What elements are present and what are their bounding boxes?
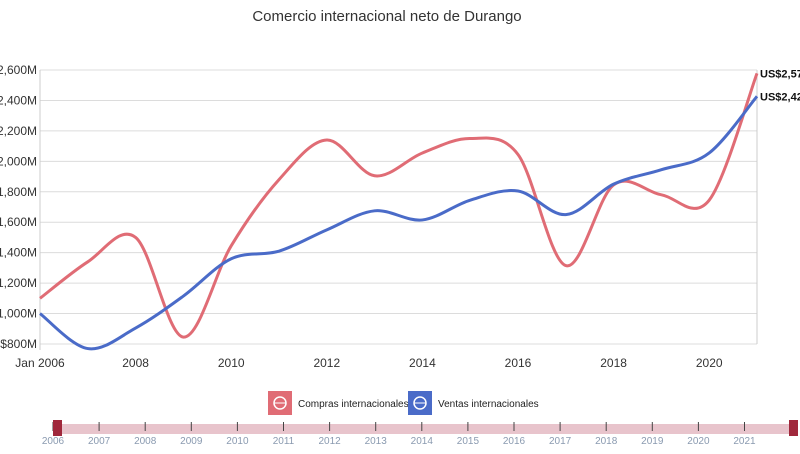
x-tick-label: 2018 xyxy=(600,356,627,370)
end-value-label: US$2,578 xyxy=(760,68,800,80)
legend-item[interactable]: Ventas internacionales xyxy=(408,391,539,415)
navigator-label: 2011 xyxy=(273,436,295,447)
y-tick-label: $2,600M xyxy=(0,63,37,77)
legend-label: Compras internacionales xyxy=(298,399,409,410)
navigator-handle-left[interactable] xyxy=(53,420,62,436)
x-tick-label: 2008 xyxy=(122,356,149,370)
navigator-label: 2015 xyxy=(457,436,480,447)
x-tick-label: Jan 2006 xyxy=(15,356,65,370)
x-tick-label: 2016 xyxy=(505,356,532,370)
series-line-ventas[interactable] xyxy=(39,95,759,351)
y-tick-label: $1,800M xyxy=(0,185,37,199)
navigator-label: 2021 xyxy=(733,436,756,447)
navigator-handle-right[interactable] xyxy=(789,420,798,436)
navigator-label: 2016 xyxy=(503,436,526,447)
navigator-range[interactable] xyxy=(55,424,795,434)
navigator-label: 2008 xyxy=(134,436,157,447)
y-tick-label: $2,200M xyxy=(0,124,37,138)
navigator-label: 2009 xyxy=(180,436,203,447)
y-tick-label: $1,000M xyxy=(0,307,37,321)
x-tick-label: 2020 xyxy=(696,356,723,370)
chart-title: Comercio internacional neto de Durango xyxy=(252,8,521,25)
navigator-label: 2017 xyxy=(549,436,572,447)
navigator-label: 2020 xyxy=(687,436,710,447)
x-tick-label: 2012 xyxy=(313,356,340,370)
navigator-label: 2018 xyxy=(595,436,618,447)
legend-label: Ventas internacionales xyxy=(438,399,539,410)
legend-item[interactable]: Compras internacionales xyxy=(268,391,409,415)
navigator-label: 2010 xyxy=(226,436,249,447)
navigator-label: 2013 xyxy=(365,436,388,447)
y-tick-label: $2,000M xyxy=(0,154,37,168)
navigator-label: 2019 xyxy=(641,436,664,447)
y-tick-label: $2,400M xyxy=(0,93,37,107)
navigator-label: 2007 xyxy=(88,436,111,447)
y-tick-label: $800M xyxy=(0,337,37,351)
navigator-label: 2012 xyxy=(318,436,341,447)
end-value-label: US$2,427 xyxy=(760,91,800,103)
series-line-compras[interactable] xyxy=(39,72,759,339)
y-tick-label: $1,400M xyxy=(0,246,37,260)
navigator-label: 2006 xyxy=(42,436,65,447)
x-tick-label: 2014 xyxy=(409,356,436,370)
y-tick-label: $1,200M xyxy=(0,276,37,290)
y-tick-label: $1,600M xyxy=(0,215,37,229)
navigator-label: 2014 xyxy=(411,436,434,447)
x-tick-label: 2010 xyxy=(218,356,245,370)
